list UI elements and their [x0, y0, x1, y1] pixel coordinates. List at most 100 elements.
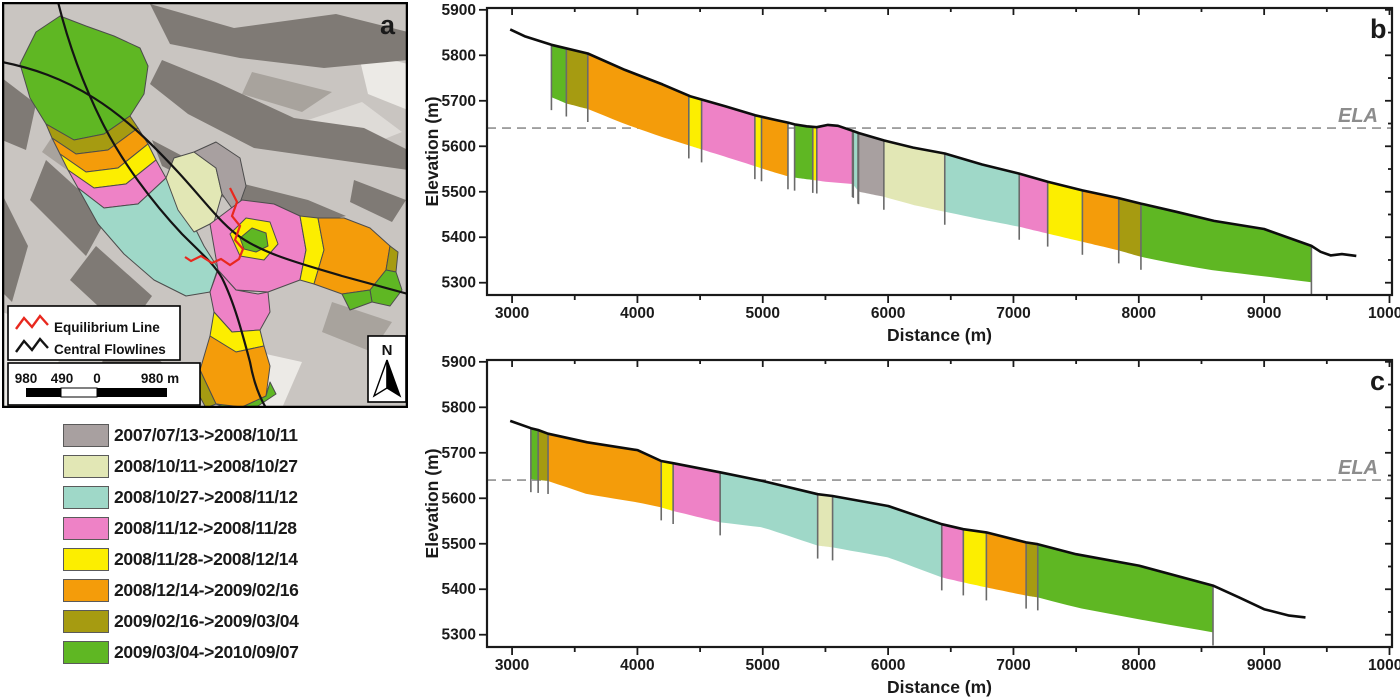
- age-band-segment: [761, 116, 788, 177]
- segment-boundary-lines: [530, 429, 1214, 646]
- period-legend: 2007/07/13->2008/10/11 2008/10/11->2008/1…: [63, 423, 393, 672]
- map-panel: Equilibrium Line Central Flowlines 980 4…: [1, 1, 409, 409]
- y-tick-label: 5300: [442, 275, 476, 292]
- age-band-segment: [944, 153, 1020, 227]
- legend-item: 2009/03/04->2010/09/07: [63, 640, 393, 664]
- age-band-segment: [754, 115, 762, 169]
- legend-label: 2008/12/14->2009/02/16: [114, 579, 299, 600]
- legend-label: 2008/10/27->2008/11/12: [114, 486, 298, 507]
- age-band-segment: [858, 132, 884, 197]
- x-tick-label: 6000: [871, 657, 905, 674]
- x-axis-title: Distance (m): [887, 325, 992, 345]
- age-band-segment: [1047, 181, 1083, 242]
- x-tick-label: 10000: [1368, 657, 1400, 674]
- y-tick-label: 5900: [442, 354, 476, 371]
- legend-item: 2008/10/27->2008/11/12: [63, 485, 393, 509]
- equilibrium-line-symbol: [15, 314, 49, 330]
- x-tick-label: 7000: [996, 657, 1030, 674]
- central-flowlines-label: Central Flowlines: [54, 342, 166, 357]
- axis-tick-labels: 3000 4000 5000 6000 7000 8000 9000 10000 5300 540…: [442, 2, 1400, 322]
- x-tick-label: 7000: [996, 305, 1030, 322]
- y-axis-title: Elevation (m): [422, 449, 442, 559]
- map-border: [1, 1, 409, 409]
- scale-label-490: 490: [51, 371, 74, 386]
- central-flowlines: [1, 1, 409, 409]
- legend-item: 2009/02/16->2009/03/04: [63, 609, 393, 633]
- x-tick-label: 10000: [1368, 305, 1400, 322]
- north-arrow: N: [367, 335, 407, 403]
- legend-label: 2007/07/13->2008/10/11: [114, 424, 298, 445]
- y-tick-label: 5400: [442, 229, 476, 246]
- legend-label: 2008/11/28->2008/12/14: [114, 548, 298, 569]
- age-band-segment: [566, 48, 588, 109]
- legend-swatch: [63, 578, 109, 602]
- legend-label: 2009/02/16->2009/03/04: [114, 610, 299, 631]
- age-band-segment: [551, 44, 567, 104]
- scale-bar-segment-white: [60, 387, 98, 398]
- age-band-segment: [812, 126, 817, 181]
- plot-frame: [485, 358, 1394, 649]
- age-band-segment: [673, 463, 721, 523]
- equilibrium-line-label: Equilibrium Line: [54, 320, 160, 335]
- age-band-segment: [1026, 542, 1038, 598]
- y-tick-label: 5700: [442, 445, 476, 462]
- x-tick-label: 5000: [746, 305, 780, 322]
- axis-tick-labels: 3000 4000 5000 6000 7000 8000 9000 10000 5300 540…: [442, 354, 1400, 674]
- x-tick-label: 9000: [1247, 657, 1281, 674]
- axis-ticks: [479, 360, 1392, 655]
- age-band-segment: [941, 524, 964, 583]
- age-band-segment: [816, 125, 853, 184]
- x-tick-label: 9000: [1247, 305, 1281, 322]
- map-legend-box: Equilibrium Line Central Flowlines: [7, 305, 181, 361]
- legend-swatch: [63, 547, 109, 571]
- flowline-south-path: [56, 1, 267, 409]
- y-tick-label: 5600: [442, 490, 476, 507]
- x-axis-title: Distance (m): [887, 677, 992, 697]
- scale-bar: 980 490 0 980 m: [7, 362, 201, 406]
- legend-swatch: [63, 609, 109, 633]
- age-band-segment: [587, 53, 689, 146]
- x-tick-label: 6000: [871, 305, 905, 322]
- legend-label: 2008/10/11->2008/10/27: [114, 455, 298, 476]
- age-band-segment: [963, 529, 987, 588]
- age-band-segment: [661, 461, 674, 511]
- panel-label-c: c: [1370, 366, 1385, 396]
- age-band-segment: [530, 428, 539, 480]
- x-tick-label: 8000: [1122, 305, 1156, 322]
- legend-swatch: [63, 454, 109, 478]
- ela-label: ELA: [1338, 105, 1378, 127]
- north-label: N: [382, 342, 393, 359]
- y-tick-label: 5500: [442, 184, 476, 201]
- legend-item: 2008/11/12->2008/11/28: [63, 516, 393, 540]
- legend-swatch: [63, 640, 109, 664]
- age-band-segment: [794, 124, 813, 180]
- x-tick-label: 3000: [495, 657, 529, 674]
- age-band-segment: [1140, 203, 1312, 283]
- axis-ticks: [479, 8, 1392, 303]
- profile-plot-b: 3000 4000 5000 6000 7000 8000 9000 10000 5300 540…: [422, 2, 1400, 345]
- age-band-segment: [817, 494, 833, 548]
- scale-label-980m: 980 m: [141, 371, 179, 386]
- y-axis-title: Elevation (m): [422, 97, 442, 207]
- scale-bar-segment-black1: [26, 388, 61, 397]
- age-band-segment: [1082, 190, 1119, 251]
- flowline-east-path: [1, 60, 409, 296]
- age-band-segment: [1037, 544, 1213, 633]
- legend-swatch: [63, 485, 109, 509]
- glacier-zones: [19, 15, 403, 409]
- age-band-segments: [530, 428, 1213, 633]
- x-tick-label: 8000: [1122, 657, 1156, 674]
- age-band-segment: [701, 99, 755, 167]
- legend-item: 2008/12/14->2009/02/16: [63, 578, 393, 602]
- age-band-segment: [832, 496, 942, 578]
- zone-green-east-patch: [341, 289, 373, 311]
- scale-label-980-left: 980: [15, 371, 38, 386]
- legend-item: 2008/11/28->2008/12/14: [63, 547, 393, 571]
- age-band-segment: [720, 472, 818, 546]
- panel-a-label: a: [380, 10, 396, 40]
- legend-label: 2008/11/12->2008/11/28: [114, 517, 297, 538]
- y-tick-label: 5300: [442, 627, 476, 644]
- legend-item: 2008/10/11->2008/10/27: [63, 454, 393, 478]
- legend-swatch: [63, 423, 109, 447]
